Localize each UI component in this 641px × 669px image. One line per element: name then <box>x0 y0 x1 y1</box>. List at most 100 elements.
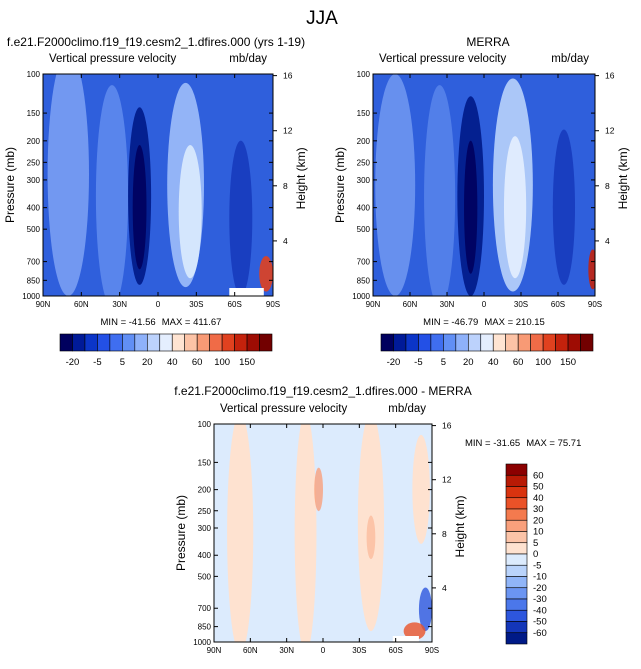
colorbar-swatch <box>455 333 469 352</box>
colorbar-swatch <box>430 333 444 352</box>
colorbar-1: -20 -5 5 20 40 60 100 150 <box>380 333 594 368</box>
colorbar-swatch <box>171 333 186 352</box>
missing-data-region <box>229 288 264 296</box>
x-tick-label: 60S <box>228 300 242 309</box>
y-tick-label: 700 <box>357 258 371 267</box>
colorbar-swatch <box>146 333 161 352</box>
contour-field <box>43 74 273 296</box>
x-tick-label: 90N <box>366 300 381 309</box>
x-tick-label: 0 <box>482 300 487 309</box>
colorbar-label: 60 <box>533 470 544 481</box>
colorbar-swatch <box>443 333 457 352</box>
contour-region <box>314 467 324 512</box>
contour-region <box>588 249 595 290</box>
colorbar-swatch <box>505 519 528 532</box>
height-tick-label: 8 <box>442 529 447 539</box>
colorbar-swatch <box>97 333 111 352</box>
x-tick-label: 90N <box>36 300 51 309</box>
colorbar-swatch <box>567 333 581 352</box>
colorbar-label: 10 <box>533 527 544 538</box>
panel-units: mb/day <box>551 53 589 65</box>
y-tick-label: 500 <box>27 225 41 234</box>
colorbar-0: -20 -5 5 20 40 60 100 150 <box>59 333 273 368</box>
colorbar-swatch <box>505 564 528 577</box>
min-max-label: MIN = -31.65 MAX = 75.71 <box>465 438 581 449</box>
y-tick-label: 400 <box>27 204 41 213</box>
x-tick-label: 60N <box>74 300 89 309</box>
y-tick-label: 1000 <box>352 292 370 301</box>
figure-title: JJA <box>306 8 338 29</box>
contour-region <box>424 85 456 296</box>
colorbar-swatch <box>184 333 198 352</box>
y-tick-label: 300 <box>198 524 212 533</box>
contour-field <box>373 74 595 296</box>
panel-units: mb/day <box>388 403 426 415</box>
colorbar-label: 40 <box>488 357 499 368</box>
contour-region <box>259 256 273 292</box>
colorbar-label: 50 <box>533 482 544 493</box>
colorbar-label: -5 <box>533 560 541 571</box>
contour-region <box>178 145 202 279</box>
x-tick-label: 60N <box>403 300 418 309</box>
min-label: MIN = -31.65 <box>465 438 520 449</box>
colorbar-swatch <box>505 576 528 589</box>
height-tick-label: 16 <box>605 71 615 81</box>
contour-region <box>132 145 147 270</box>
colorbar-label: 60 <box>192 357 203 368</box>
y-tick-label: 100 <box>357 70 371 79</box>
colorbar-swatch <box>505 553 528 566</box>
colorbar-swatch <box>393 333 407 352</box>
contour-region <box>464 140 478 274</box>
colorbar-swatch <box>380 333 394 352</box>
y-tick-label: 500 <box>198 572 212 581</box>
contour-region <box>418 587 432 632</box>
y-tick-label: 250 <box>198 507 212 516</box>
colorbar-swatch <box>505 486 528 499</box>
colorbar-swatch <box>480 333 494 352</box>
colorbar-swatch <box>530 333 544 352</box>
x-tick-label: 30N <box>279 646 294 655</box>
colorbar-swatch <box>159 333 173 352</box>
colorbar-swatch <box>418 333 432 352</box>
colorbar-swatch <box>505 474 528 487</box>
colorbar-label: 150 <box>239 357 255 368</box>
height-tick-label: 4 <box>283 236 288 246</box>
colorbar-swatch <box>505 497 528 510</box>
min-max-label: MIN = -41.56 MAX = 411.67 <box>101 317 222 328</box>
y-tick-label: 100 <box>27 70 41 79</box>
y-tick-label: 250 <box>357 158 371 167</box>
panel-diff: f.e21.F2000climo.f19_f19.cesm2_1.dfires.… <box>174 384 581 655</box>
panel-title: f.e21.F2000climo.f19_f19.cesm2_1.dfires.… <box>174 384 471 398</box>
contour-region <box>412 434 430 544</box>
colorbar-label: 5 <box>533 538 538 549</box>
y-tick-label: 300 <box>357 176 371 185</box>
y-axis-label: Pressure (mb) <box>3 147 17 223</box>
colorbar-label: -60 <box>533 628 547 639</box>
height-tick-label: 8 <box>605 181 610 191</box>
x-tick-label: 60N <box>243 646 258 655</box>
height-tick-label: 12 <box>605 126 615 136</box>
y-tick-label: 400 <box>198 551 212 560</box>
colorbar-label: -30 <box>533 594 547 605</box>
colorbar-label: -5 <box>414 357 422 368</box>
contour-region <box>503 136 527 279</box>
colorbar-swatch <box>505 333 519 352</box>
y-tick-label: 200 <box>357 137 371 146</box>
colorbar-label: 40 <box>533 493 544 504</box>
min-max-label: MIN = -46.79 MAX = 210.15 <box>423 317 545 328</box>
colorbar-swatch <box>122 333 136 352</box>
panel-units: mb/day <box>229 53 267 65</box>
colorbar-label: 20 <box>463 357 474 368</box>
contour-region <box>366 515 376 560</box>
colorbar-swatch <box>505 463 528 476</box>
y-tick-label: 1000 <box>22 292 40 301</box>
colorbar-label: 0 <box>533 549 538 560</box>
y-tick-label: 100 <box>198 420 212 429</box>
y-tick-label: 1000 <box>193 638 211 647</box>
height-axis-label: Height (km) <box>453 495 467 557</box>
colorbar-label: -20 <box>387 357 401 368</box>
y-tick-label: 850 <box>357 276 371 285</box>
colorbar-swatch <box>84 333 98 352</box>
